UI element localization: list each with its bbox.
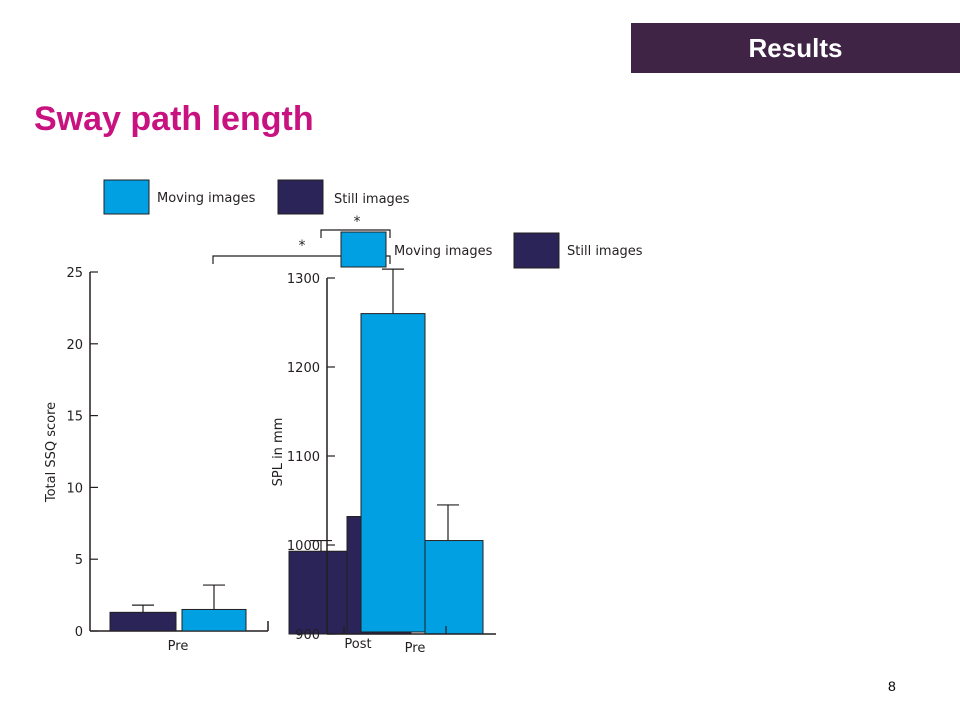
chart1-legend-swatch-moving xyxy=(103,179,150,215)
chart2-y-tick-label: 1300 xyxy=(287,272,320,287)
chart2-x-tick-label: Post xyxy=(344,637,371,652)
chart2-y-tick-label: 900 xyxy=(295,628,320,643)
chart1-y-tick-label: 0 xyxy=(75,625,83,640)
chart1-y-axis-title: Total SSQ score xyxy=(44,402,59,503)
chart2-y-tick-label: 1000 xyxy=(287,539,320,554)
chart2-legend-swatch-still xyxy=(513,232,560,269)
chart2-significance-star: * xyxy=(354,214,361,230)
page-number: 8 xyxy=(888,678,896,694)
chart1-legend-swatch-still xyxy=(277,179,324,215)
chart2-legend-swatch-moving xyxy=(340,231,387,268)
chart1-y-tick-label: 20 xyxy=(66,338,83,353)
chart2-y-axis-title: SPL in mm xyxy=(271,418,286,487)
chart1-x-tick-label: Pre xyxy=(168,639,189,654)
chart2-x-tick-label: Pre xyxy=(405,641,426,656)
chart1-y-tick-label: 15 xyxy=(66,410,83,425)
chart1-bar xyxy=(181,608,247,632)
chart2-significance-star: * xyxy=(299,238,306,254)
chart2-significance-bracket xyxy=(212,255,391,264)
chart1-y-tick-label: 10 xyxy=(66,481,83,496)
chart1-legend-label-moving: Moving images xyxy=(157,191,256,206)
chart1-legend-label-still: Still images xyxy=(334,192,410,207)
chart2-significance-bracket xyxy=(320,229,391,238)
section-header: Results xyxy=(631,23,960,73)
chart2-bar xyxy=(424,540,484,635)
chart1-y-tick-label: 5 xyxy=(75,553,83,568)
chart2-y-tick-label: 1200 xyxy=(287,361,320,376)
chart2-legend-label-moving: Moving images xyxy=(394,244,493,259)
chart1-bar xyxy=(109,611,177,632)
chart2-bar xyxy=(360,313,426,633)
section-label: Results xyxy=(748,32,843,63)
chart2-y-tick-label: 1100 xyxy=(287,450,320,465)
chart1-y-tick-label: 25 xyxy=(66,266,83,281)
slide-title: Sway path length xyxy=(34,100,314,138)
chart2-bar xyxy=(288,550,354,635)
chart2-legend-label-still: Still images xyxy=(567,244,643,259)
